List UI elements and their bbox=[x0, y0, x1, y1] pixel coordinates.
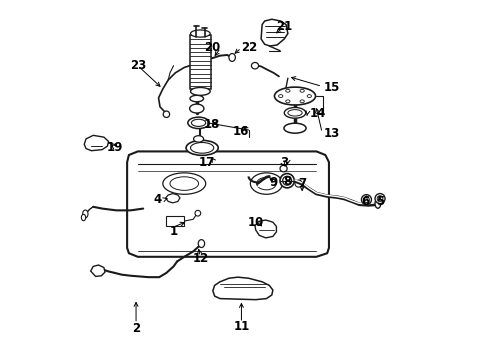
Ellipse shape bbox=[375, 194, 385, 203]
Ellipse shape bbox=[257, 177, 276, 190]
Text: 21: 21 bbox=[276, 20, 293, 33]
Ellipse shape bbox=[198, 240, 205, 248]
Text: 2: 2 bbox=[132, 322, 140, 335]
Ellipse shape bbox=[191, 30, 210, 37]
Text: 7: 7 bbox=[298, 177, 306, 190]
Ellipse shape bbox=[191, 87, 210, 95]
Ellipse shape bbox=[83, 210, 88, 218]
Text: 9: 9 bbox=[270, 176, 278, 189]
Ellipse shape bbox=[163, 173, 206, 194]
Ellipse shape bbox=[364, 197, 369, 203]
Text: 19: 19 bbox=[106, 141, 123, 154]
Text: 11: 11 bbox=[233, 320, 249, 333]
Ellipse shape bbox=[362, 195, 371, 204]
Text: 13: 13 bbox=[323, 127, 340, 140]
Ellipse shape bbox=[286, 100, 290, 103]
Ellipse shape bbox=[375, 199, 381, 208]
Text: 22: 22 bbox=[242, 41, 258, 54]
Ellipse shape bbox=[307, 95, 312, 98]
Ellipse shape bbox=[279, 95, 283, 98]
Ellipse shape bbox=[280, 165, 287, 172]
Ellipse shape bbox=[188, 117, 209, 129]
Text: 6: 6 bbox=[362, 195, 370, 208]
Text: 4: 4 bbox=[154, 193, 162, 206]
Ellipse shape bbox=[195, 210, 201, 216]
Text: 14: 14 bbox=[309, 107, 326, 120]
Ellipse shape bbox=[194, 136, 203, 142]
Ellipse shape bbox=[284, 108, 306, 118]
Text: 23: 23 bbox=[130, 59, 146, 72]
Ellipse shape bbox=[163, 111, 170, 117]
Ellipse shape bbox=[283, 176, 292, 185]
Ellipse shape bbox=[280, 174, 294, 188]
Ellipse shape bbox=[192, 119, 206, 126]
Ellipse shape bbox=[295, 180, 302, 187]
Ellipse shape bbox=[284, 123, 306, 133]
Polygon shape bbox=[127, 152, 329, 257]
Text: 15: 15 bbox=[323, 81, 340, 94]
Ellipse shape bbox=[288, 110, 302, 116]
Polygon shape bbox=[84, 135, 109, 151]
Ellipse shape bbox=[377, 196, 383, 202]
Text: 8: 8 bbox=[284, 175, 292, 188]
Polygon shape bbox=[91, 265, 105, 276]
Ellipse shape bbox=[274, 87, 316, 105]
Polygon shape bbox=[213, 277, 273, 300]
Ellipse shape bbox=[191, 143, 214, 153]
Ellipse shape bbox=[250, 173, 283, 194]
Polygon shape bbox=[166, 194, 180, 203]
Ellipse shape bbox=[300, 100, 304, 103]
Ellipse shape bbox=[81, 214, 86, 221]
Text: 10: 10 bbox=[247, 216, 264, 229]
Ellipse shape bbox=[186, 140, 218, 156]
Polygon shape bbox=[190, 35, 211, 89]
Text: 20: 20 bbox=[204, 41, 220, 54]
Polygon shape bbox=[255, 220, 276, 238]
Text: 16: 16 bbox=[232, 125, 248, 138]
Ellipse shape bbox=[190, 104, 204, 113]
Text: 3: 3 bbox=[280, 156, 288, 169]
Text: 18: 18 bbox=[204, 118, 220, 131]
Polygon shape bbox=[261, 19, 288, 46]
Ellipse shape bbox=[190, 95, 203, 102]
Ellipse shape bbox=[170, 177, 198, 190]
Bar bbox=[167, 216, 184, 226]
Ellipse shape bbox=[300, 89, 304, 92]
Ellipse shape bbox=[286, 89, 290, 92]
Ellipse shape bbox=[251, 63, 259, 69]
Text: 1: 1 bbox=[170, 225, 178, 238]
Text: 17: 17 bbox=[198, 156, 215, 169]
Text: 5: 5 bbox=[376, 195, 384, 208]
Ellipse shape bbox=[229, 54, 235, 62]
Text: 12: 12 bbox=[192, 252, 208, 265]
